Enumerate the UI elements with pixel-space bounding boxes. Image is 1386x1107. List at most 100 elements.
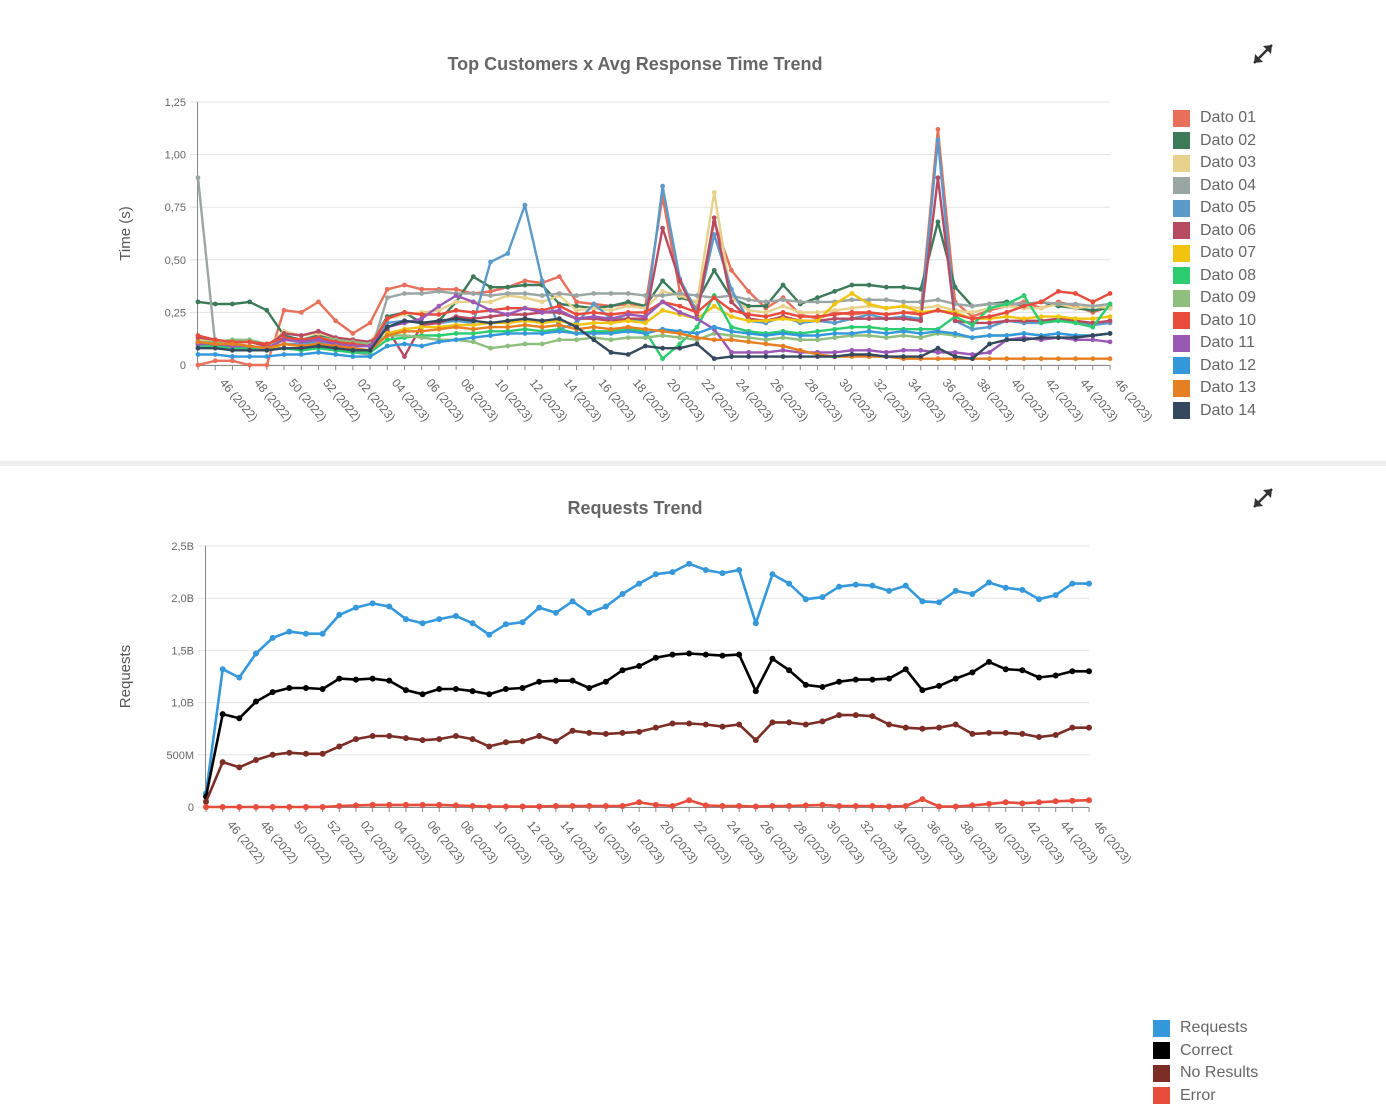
data-point (832, 350, 837, 355)
data-point (523, 278, 528, 283)
data-point (286, 629, 292, 635)
data-point (1086, 668, 1092, 674)
data-point (403, 687, 409, 693)
data-point (247, 363, 252, 368)
data-point (798, 348, 803, 353)
data-point (1073, 302, 1078, 307)
data-point (781, 283, 786, 288)
legend-item[interactable]: Dato 11 (1173, 332, 1256, 355)
y-tick-label: 1,5B (171, 645, 194, 657)
data-point (213, 346, 218, 351)
data-point (815, 310, 820, 315)
data-point (316, 344, 321, 349)
data-point (505, 344, 510, 349)
data-point (653, 725, 659, 731)
data-point (677, 335, 682, 340)
legend-item[interactable]: Requests (1153, 1017, 1258, 1040)
legend-item[interactable]: Dato 04 (1173, 175, 1256, 198)
data-point (557, 337, 562, 342)
data-point (853, 677, 859, 683)
data-point (386, 604, 392, 610)
legend-item[interactable]: Error (1153, 1085, 1258, 1107)
legend-item[interactable]: Dato 14 (1173, 400, 1256, 423)
legend-item[interactable]: Dato 01 (1173, 107, 1256, 130)
legend-item[interactable]: Dato 12 (1173, 355, 1256, 378)
data-point (987, 333, 992, 338)
legend-swatch (1173, 402, 1190, 419)
legend-item[interactable]: Dato 07 (1173, 242, 1256, 265)
y-tick-label: 0,50 (165, 255, 186, 267)
data-point (591, 325, 596, 330)
data-point (884, 335, 889, 340)
data-point (282, 337, 287, 342)
data-point (1022, 356, 1027, 361)
data-point (832, 354, 837, 359)
data-point (919, 726, 925, 732)
data-point (903, 583, 909, 589)
legend-swatch (1173, 245, 1190, 262)
expand-button[interactable] (1250, 485, 1276, 511)
legend-item[interactable]: Dato 02 (1173, 130, 1256, 153)
legend-item[interactable]: No Results (1153, 1062, 1258, 1085)
data-point (736, 803, 742, 809)
legend-label: Dato 07 (1200, 244, 1256, 262)
data-point (1069, 725, 1075, 731)
data-point (316, 329, 321, 334)
data-point (884, 312, 889, 317)
legend-item[interactable]: Dato 06 (1173, 220, 1256, 243)
data-point (488, 329, 493, 334)
legend-item[interactable]: Dato 05 (1173, 197, 1256, 220)
data-point (695, 342, 700, 347)
data-point (253, 699, 259, 705)
data-point (660, 226, 665, 231)
data-point (1019, 800, 1025, 806)
legend-item[interactable]: Dato 03 (1173, 152, 1256, 175)
legend-label: Dato 05 (1200, 199, 1256, 217)
data-point (769, 719, 775, 725)
data-point (1003, 585, 1009, 591)
legend-item[interactable]: Dato 10 (1173, 310, 1256, 333)
data-point (936, 137, 941, 142)
data-point (953, 331, 958, 336)
data-point (836, 679, 842, 685)
data-point (316, 337, 321, 342)
data-point (471, 327, 476, 332)
data-point (488, 260, 493, 265)
data-point (953, 588, 959, 594)
data-point (570, 678, 576, 684)
data-point (660, 278, 665, 283)
data-point (884, 327, 889, 332)
legend-label: Dato 01 (1200, 109, 1256, 127)
data-point (591, 302, 596, 307)
data-point (763, 354, 768, 359)
data-point (471, 291, 476, 296)
data-point (884, 297, 889, 302)
data-point (402, 329, 407, 334)
data-point (419, 344, 424, 349)
data-point (470, 620, 476, 626)
legend-item[interactable]: Dato 08 (1173, 265, 1256, 288)
legend-label: Dato 03 (1200, 154, 1256, 172)
legend-item[interactable]: Dato 09 (1173, 287, 1256, 310)
data-point (953, 350, 958, 355)
data-point (677, 291, 682, 296)
data-point (557, 304, 562, 309)
data-point (703, 802, 709, 808)
data-point (832, 335, 837, 340)
data-point (436, 686, 442, 692)
data-point (1056, 318, 1061, 323)
data-point (536, 803, 542, 809)
data-point (523, 323, 528, 328)
y-tick-label: 1,25 (165, 97, 186, 109)
data-point (729, 308, 734, 313)
data-point (781, 316, 786, 321)
data-point (660, 308, 665, 313)
legend-item[interactable]: Dato 13 (1173, 377, 1256, 400)
expand-button[interactable] (1250, 41, 1276, 67)
y-axis-label: Time (s) (117, 206, 134, 260)
legend-swatch (1153, 1042, 1170, 1059)
legend-item[interactable]: Correct (1153, 1040, 1258, 1063)
data-point (677, 342, 682, 347)
data-point (936, 725, 942, 731)
y-tick-label: 500M (166, 750, 194, 762)
